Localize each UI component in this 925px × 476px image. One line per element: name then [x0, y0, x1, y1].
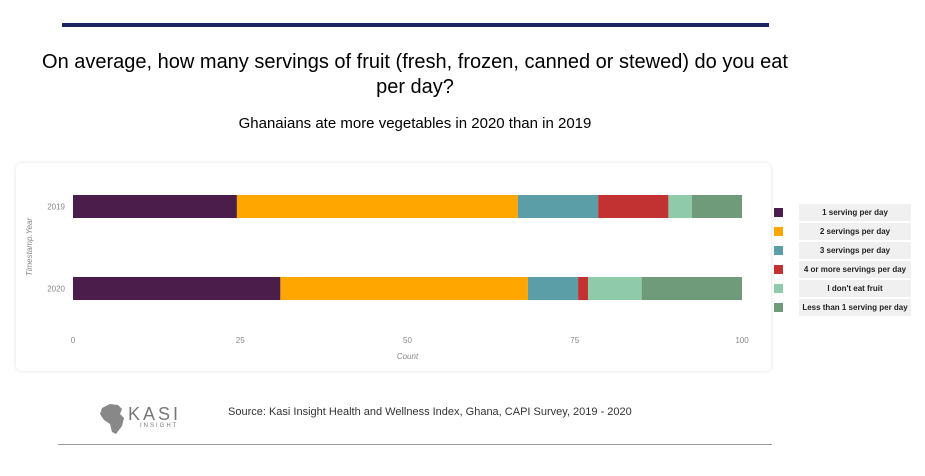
legend-swatch	[774, 208, 783, 217]
stacked-bar-chart: 0 25 50 75 100 Count Timestamp.Year 2019 2020	[25, 195, 749, 361]
top-rule	[62, 23, 769, 27]
legend-swatch	[774, 246, 783, 255]
legend-item: 3 servings per day	[766, 241, 911, 260]
chart-title: On average, how many servings of fruit (…	[42, 51, 788, 98]
y-axis-label: Timestamp.Year	[25, 218, 34, 277]
legend-item: Less than 1 serving per day	[766, 298, 911, 317]
legend-label: Less than 1 serving per day	[799, 299, 911, 316]
logo-name: KASI	[128, 404, 182, 424]
bar-segment	[641, 277, 742, 300]
legend-item: 1 serving per day	[766, 203, 911, 222]
legend-item: I don't eat fruit	[766, 279, 911, 298]
x-tick-label: 0	[71, 336, 76, 345]
legend-swatch	[774, 227, 783, 236]
legend-item: 4 or more servings per day	[766, 260, 911, 279]
x-tick-label: 25	[236, 336, 245, 345]
legend-label: 2 servings per day	[799, 223, 911, 240]
bar-segment	[73, 195, 237, 218]
legend-label: 4 or more servings per day	[799, 261, 911, 278]
y-category-label: 2020	[47, 285, 65, 294]
x-tick-label: 100	[735, 336, 749, 345]
bar-segment	[691, 195, 742, 218]
legend-label: 1 serving per day	[799, 204, 911, 221]
bar-segment	[73, 277, 281, 300]
legend: 1 serving per day 2 servings per day 3 ser…	[766, 203, 911, 317]
chart-panel: 0 25 50 75 100 Count Timestamp.Year 2019 2020	[16, 163, 771, 371]
source-note: Source: Kasi Insight Health and Wellness…	[228, 406, 632, 418]
bar-segment	[517, 195, 599, 218]
bar-segment	[668, 195, 692, 218]
bar-segment	[236, 195, 518, 218]
bar-segment	[280, 277, 528, 300]
legend-swatch	[774, 303, 783, 312]
bottom-rule	[58, 444, 772, 445]
chart-subtitle: Ghanaians ate more vegetables in 2020 th…	[238, 115, 592, 132]
legend-label: I don't eat fruit	[799, 280, 911, 297]
legend-label: 3 servings per day	[799, 242, 911, 259]
bar-segment	[527, 277, 579, 300]
bar-segment	[588, 277, 642, 300]
bar-segment	[578, 277, 589, 300]
x-tick-label: 50	[403, 336, 412, 345]
bar-segment	[598, 195, 669, 218]
legend-item: 2 servings per day	[766, 222, 911, 241]
y-category-label: 2019	[47, 203, 65, 212]
logo-tagline: INSIGHT	[140, 423, 179, 429]
legend-swatch	[774, 284, 783, 293]
legend-swatch	[774, 265, 783, 274]
africa-logo-icon	[100, 404, 124, 434]
x-tick-label: 75	[570, 336, 579, 345]
x-axis-label: Count	[397, 352, 419, 361]
